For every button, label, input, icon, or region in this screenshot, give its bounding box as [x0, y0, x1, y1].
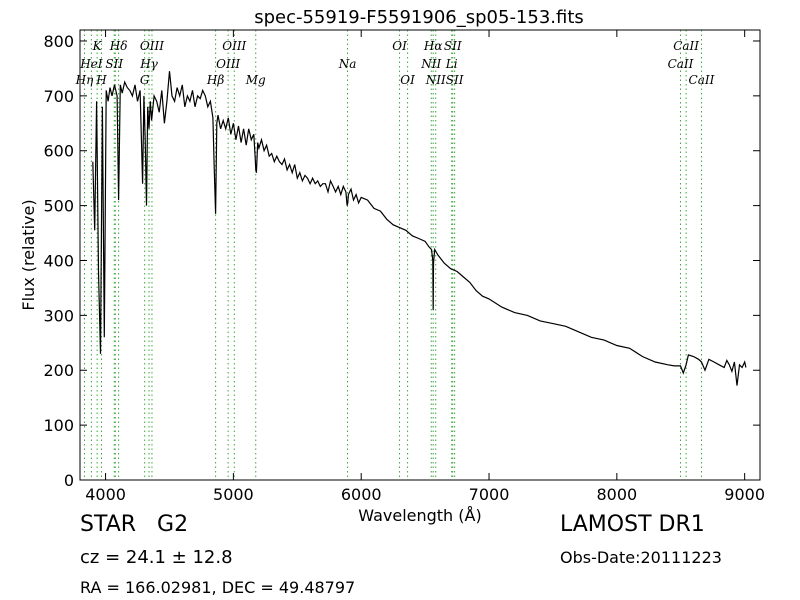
line-label: OIII [216, 57, 240, 71]
line-label: G [140, 73, 150, 87]
survey-name: LAMOST DR1 [560, 512, 705, 537]
ra-dec-coordinates: RA = 166.02981, DEC = 49.48797 [80, 578, 356, 597]
emission-line-markers [83, 30, 702, 480]
x-axis-label: Wavelength (Å) [358, 506, 481, 525]
line-label: OI [392, 39, 407, 53]
line-label: NII [420, 57, 441, 71]
line-label: SII [105, 57, 123, 71]
object-classification: STAR G2 [80, 512, 188, 537]
y-tick-label: 800 [43, 32, 74, 51]
y-tick-label: 200 [43, 361, 74, 380]
spectrum-line [92, 71, 747, 386]
object-subclass: G2 [157, 512, 189, 537]
x-axis-ticks: 4000 5000 6000 7000 8000 9000 [85, 30, 765, 504]
line-label: Hη [75, 73, 94, 87]
line-label: OIII [140, 39, 164, 53]
line-label: H [95, 73, 107, 87]
line-label: Hα [423, 39, 443, 53]
line-label: K [92, 39, 103, 53]
line-label: HeI [79, 57, 103, 71]
object-type: STAR [80, 512, 137, 537]
line-label: SII [444, 39, 462, 53]
y-tick-label: 700 [43, 87, 74, 106]
line-label: Na [338, 57, 357, 71]
line-label: Mg [245, 73, 266, 87]
line-label: NII [425, 73, 446, 87]
line-label: CaII [689, 73, 715, 87]
y-tick-label: 300 [43, 306, 74, 325]
y-tick-label: 400 [43, 251, 74, 270]
line-label: OIII [222, 39, 246, 53]
line-label: CaII [668, 57, 694, 71]
x-tick-label: 5000 [213, 485, 254, 504]
line-label: Hγ [139, 57, 158, 71]
x-tick-label: 9000 [724, 485, 765, 504]
y-axis-label: Flux (relative) [19, 199, 38, 310]
x-tick-label: 4000 [85, 485, 126, 504]
redshift-cz: cz = 24.1 ± 12.8 [80, 547, 233, 568]
line-label: SII [446, 73, 464, 87]
line-label: OI [400, 73, 415, 87]
y-tick-label: 500 [43, 197, 74, 216]
emission-line-labels: Hη HeI K H SII Hδ Hγ G OIII Hβ OIII OIII Mg Na OI OI NII… [75, 39, 715, 87]
plot-frame [79, 29, 761, 481]
x-tick-label: 8000 [596, 485, 637, 504]
y-tick-label: 600 [43, 142, 74, 161]
line-label: Hδ [109, 39, 128, 53]
y-tick-label: 100 [43, 416, 74, 435]
y-tick-label: 0 [64, 471, 74, 490]
line-label: CaII [673, 39, 699, 53]
x-tick-label: 7000 [469, 485, 510, 504]
observation-date: Obs-Date:20111223 [560, 548, 722, 567]
x-tick-label: 6000 [341, 485, 382, 504]
y-axis-ticks: 0 100 200 300 400 500 600 700 800 [43, 32, 760, 490]
chart-title: spec-55919-F5591906_sp05-153.fits [254, 7, 584, 28]
line-label: Hβ [206, 73, 224, 87]
line-label: Li [445, 57, 458, 71]
